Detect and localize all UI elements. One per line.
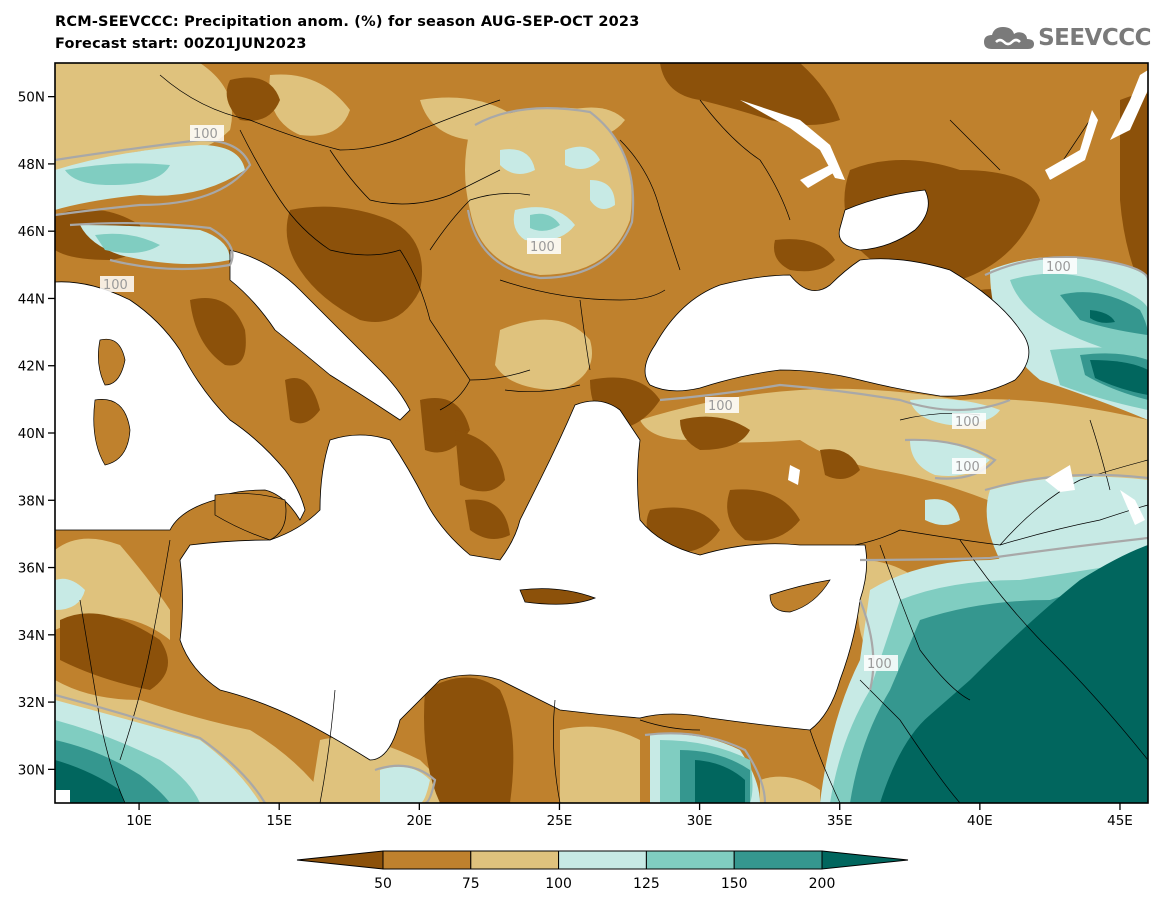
contour-labels: 100 100 100 100 100 100 — [100, 125, 1077, 672]
x-tick-label: 45E — [1107, 813, 1133, 829]
colorbar-segment — [382, 850, 472, 870]
contour-label: 100 — [952, 458, 986, 475]
svg-text:100: 100 — [708, 399, 733, 414]
colorbar-segment — [296, 850, 384, 870]
x-tick-label: 10E — [126, 813, 152, 829]
y-tick-label: 36N — [18, 561, 45, 577]
y-tick-label: 48N — [18, 157, 45, 173]
y-tick-label: 34N — [18, 628, 45, 644]
y-tick-label: 42N — [18, 359, 45, 375]
x-tick-label: 40E — [967, 813, 993, 829]
y-tick-label: 46N — [18, 224, 45, 240]
y-tick-label: 44N — [18, 291, 45, 307]
logo-text: SEEVCCC — [1038, 25, 1151, 51]
colorbar-segment — [645, 850, 735, 870]
colorbar-label: 200 — [809, 876, 836, 892]
contour-100 — [55, 107, 1148, 803]
cloud-icon — [984, 27, 1035, 49]
colorbar-segment — [733, 850, 823, 870]
map-field: 100 100 100 100 100 100 — [55, 63, 1148, 803]
forecast-start-label: Forecast start: 00Z01JUN2023 — [55, 36, 307, 52]
colorbar-label: 100 — [545, 876, 572, 892]
x-axis: 10E 15E 20E 25E 30E 35E 40E 45E — [126, 803, 1133, 829]
contour-label: 100 — [705, 397, 739, 414]
svg-text:100: 100 — [103, 278, 128, 293]
y-tick-label: 38N — [18, 493, 45, 509]
map-title: RCM-SEEVCCC: Precipitation anom. (%) for… — [55, 14, 640, 30]
x-tick-label: 25E — [547, 813, 573, 829]
colorbar-segment — [558, 850, 647, 870]
colorbar-label: 50 — [374, 876, 392, 892]
country-borders — [79, 74, 1148, 803]
seevccc-logo: SEEVCCC — [982, 22, 1151, 54]
x-tick-label: 20E — [406, 813, 432, 829]
contour-label: 100 — [952, 413, 986, 430]
contour-label: 100 — [1043, 258, 1077, 275]
x-tick-label: 15E — [266, 813, 292, 829]
colorbar: 50 75 100 125 150 200 — [296, 850, 909, 892]
anomaly-above-200 — [55, 310, 1148, 803]
svg-text:100: 100 — [193, 127, 218, 142]
colorbar-label: 150 — [721, 876, 748, 892]
svg-text:100: 100 — [530, 240, 555, 255]
contour-label: 100 — [190, 125, 224, 142]
x-tick-label: 35E — [827, 813, 853, 829]
y-tick-label: 30N — [18, 762, 45, 778]
svg-text:100: 100 — [867, 657, 892, 672]
islands — [93, 338, 831, 613]
colorbar-segment — [470, 850, 560, 870]
missing-data — [55, 70, 1148, 803]
svg-text:100: 100 — [1046, 260, 1071, 275]
x-tick-label: 30E — [687, 813, 713, 829]
colorbar-segment — [821, 850, 909, 870]
contour-label: 100 — [527, 238, 561, 255]
y-axis: 50N 48N 46N 44N 42N 40N 38N 36N 34N 32N 30N — [18, 90, 55, 778]
svg-text:100: 100 — [955, 415, 980, 430]
colorbar-label: 75 — [462, 876, 480, 892]
y-tick-label: 40N — [18, 426, 45, 442]
contour-label: 100 — [864, 655, 898, 672]
y-tick-label: 50N — [18, 90, 45, 106]
svg-text:100: 100 — [955, 460, 980, 475]
contour-label: 100 — [100, 276, 134, 293]
y-tick-label: 32N — [18, 695, 45, 711]
colorbar-label: 125 — [633, 876, 660, 892]
